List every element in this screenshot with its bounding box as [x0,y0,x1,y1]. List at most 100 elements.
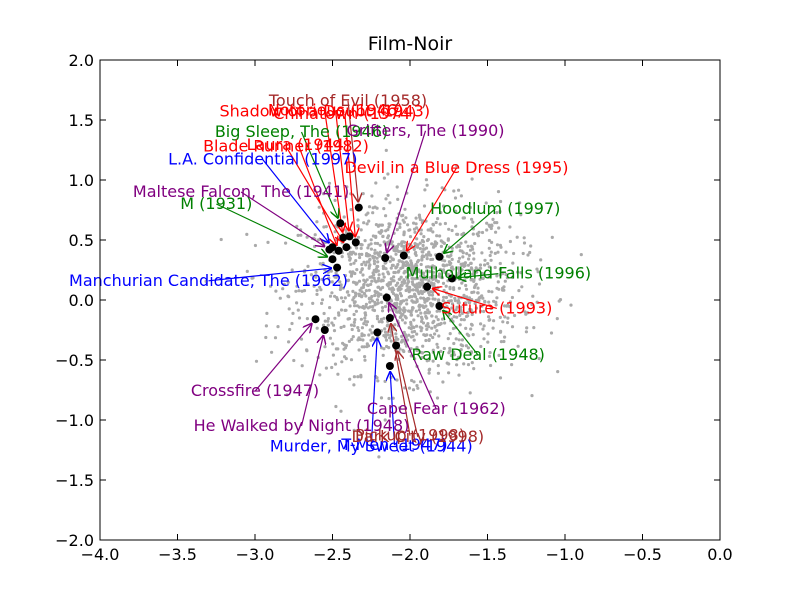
film-labels: Touch of Evil (1958)Notorious (1946)Shad… [69,91,591,456]
annotation-arrow [347,100,358,202]
cloud-point [556,370,560,374]
cloud-point [407,256,411,260]
cloud-point [328,336,332,340]
cloud-point [428,265,432,269]
cloud-point [402,220,406,224]
cloud-point [407,333,411,337]
cloud-point [372,262,377,266]
cloud-point [416,314,420,318]
cloud-point [429,333,433,337]
cloud-point [396,270,400,274]
cloud-point [353,304,357,308]
cloud-point [428,270,432,274]
cloud-point [483,263,487,267]
x-tick-label: −3.0 [236,545,275,564]
cloud-point [388,222,392,226]
cloud-point [455,363,459,367]
cloud-point [364,263,368,267]
cloud-point [328,306,332,310]
cloud-point [339,409,343,413]
cloud-point [359,270,363,274]
cloud-point [365,278,369,282]
cloud-point [395,378,399,382]
cloud-point [472,367,476,371]
cloud-point [469,350,473,354]
cloud-point [357,348,361,352]
film-label: Manchurian Candidate, The (1962) [69,271,348,290]
cloud-point [374,280,378,284]
cloud-point [323,345,327,349]
x-tick-label: −3.5 [158,545,197,564]
cloud-point [417,308,421,312]
cloud-point [253,243,257,248]
cloud-point [439,321,443,326]
cloud-point [443,321,447,325]
cloud-point [330,365,334,370]
cloud-point [454,337,458,341]
cloud-point [440,186,444,190]
cloud-point [245,232,249,236]
cloud-point [417,304,421,308]
cloud-point [510,275,514,280]
cloud-point [416,258,421,263]
annotation-arrow [254,324,312,392]
cloud-point [418,247,422,251]
cloud-point [382,240,386,244]
cloud-point [504,272,508,277]
cloud-point [331,323,336,327]
cloud-point [356,375,360,379]
cloud-point [369,242,373,246]
cloud-point [364,302,368,306]
cloud-point [436,318,440,322]
cloud-point [488,253,492,258]
cloud-point [423,188,427,192]
cloud-point [344,343,348,348]
cloud-point [411,288,415,292]
cloud-point [412,221,416,225]
cloud-point [401,265,405,270]
cloud-point [486,340,490,344]
cloud-point [516,344,520,348]
cloud-point [444,295,448,300]
cloud-point [402,230,406,234]
cloud-point [421,243,425,248]
film-label: Shadow of a Doubt (1943) [220,102,431,121]
cloud-point [281,287,285,291]
cloud-point [456,299,461,303]
cloud-point [358,255,362,260]
cloud-point [407,273,411,277]
cloud-point [342,324,346,328]
cloud-point [450,302,455,306]
cloud-point [340,360,344,364]
cloud-point [409,310,413,314]
cloud-point [345,185,349,189]
cloud-point [530,394,534,398]
y-tick-label: 0.0 [69,291,94,310]
cloud-point [458,245,462,249]
cloud-point [490,290,494,294]
cloud-point [365,222,369,226]
cloud-point [411,388,416,392]
cloud-point [396,296,400,300]
cloud-point [384,267,388,271]
cloud-point [407,263,411,267]
cloud-point [460,263,464,267]
cloud-point [352,301,356,305]
cloud-point [476,291,480,295]
cloud-point [333,198,337,202]
annotation-arrow [344,113,355,236]
cloud-point [265,311,269,315]
cloud-point [465,332,469,336]
cloud-point [435,329,439,333]
cloud-point [537,282,542,286]
cloud-point [369,282,373,286]
cloud-point [409,320,413,324]
cloud-point [396,197,400,201]
cloud-point [425,183,429,187]
cloud-point [335,296,339,300]
cloud-point [452,315,456,319]
film-point [339,233,348,242]
cloud-point [305,317,309,321]
cloud-point [526,253,530,257]
cloud-point [357,292,361,296]
